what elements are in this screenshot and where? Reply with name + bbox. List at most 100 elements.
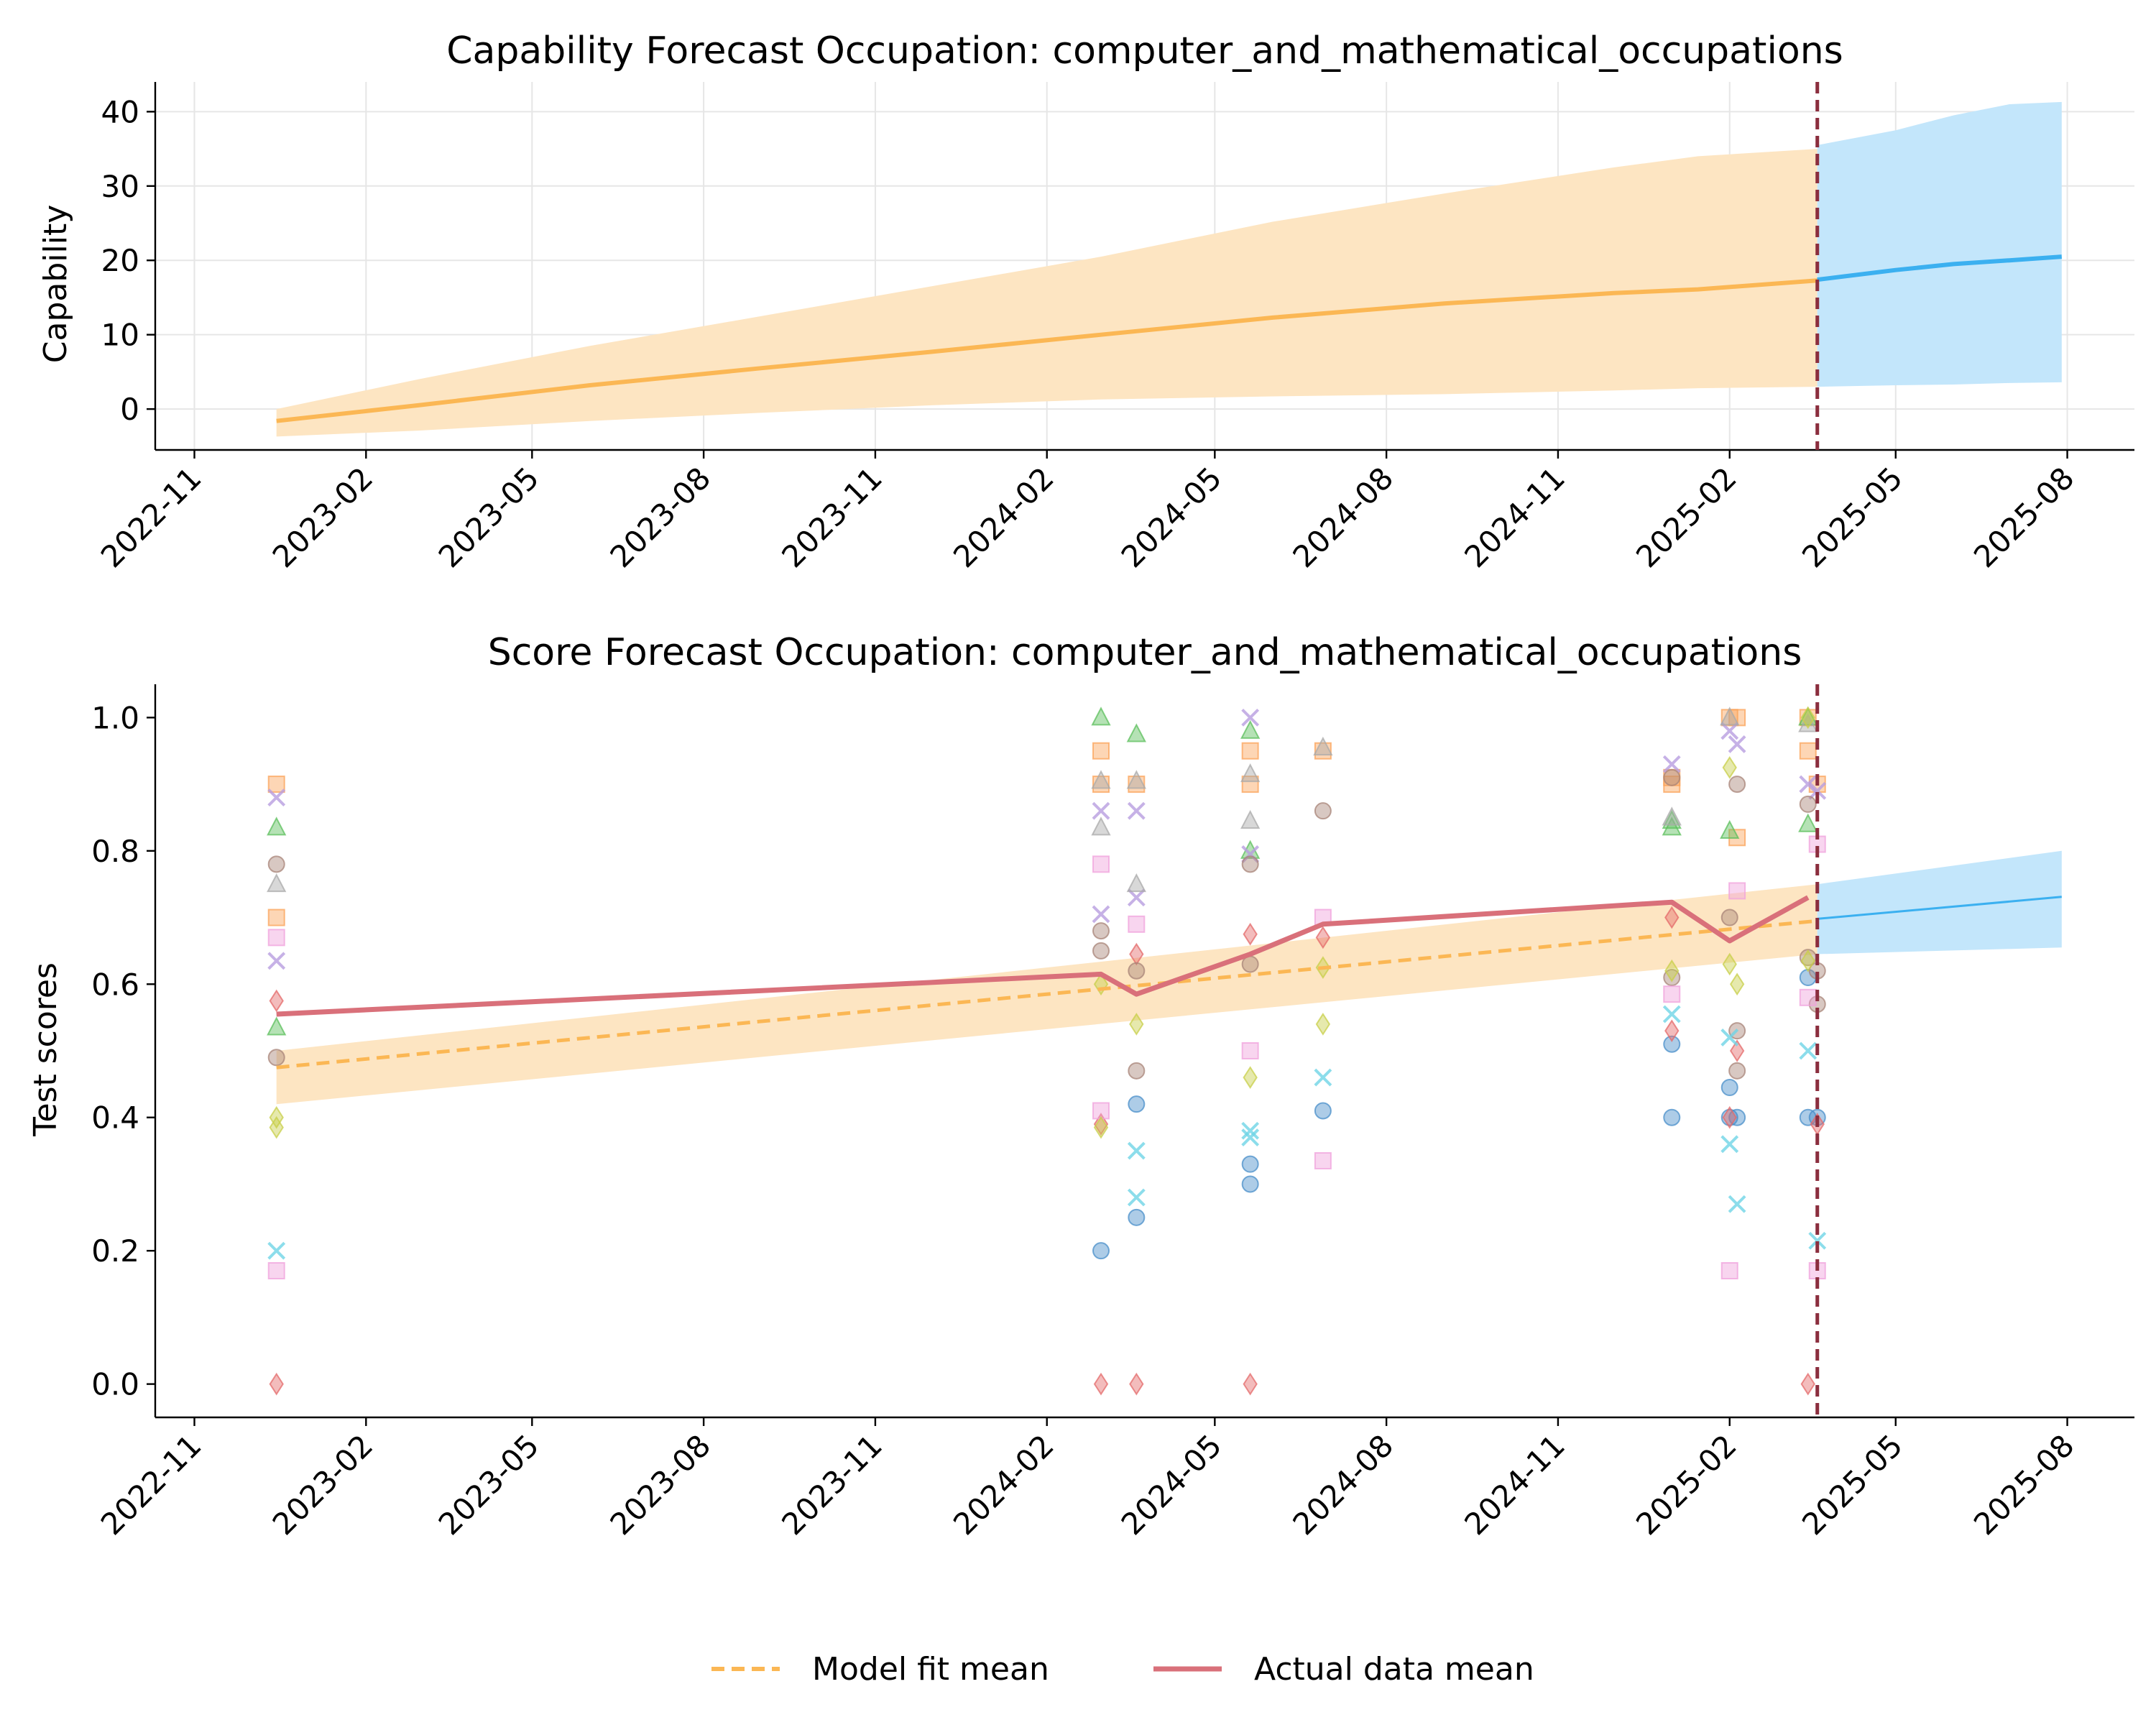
y-tick-label: 1.0 bbox=[91, 700, 139, 735]
legend: Model fit mean Actual data mean bbox=[711, 1651, 1534, 1688]
y-tick-label: 30 bbox=[101, 169, 139, 204]
score-point bbox=[1092, 922, 1110, 940]
x-tick-label: 2025-02 bbox=[1629, 1427, 1743, 1542]
legend-actual-label: Actual data mean bbox=[1254, 1651, 1534, 1688]
score-axes bbox=[154, 684, 2134, 1419]
score-point bbox=[1799, 1041, 1818, 1060]
x-tick-label: 2024-05 bbox=[1115, 460, 1229, 574]
capability-chart-title: Capability Forecast Occupation: computer… bbox=[446, 29, 1843, 73]
score-point bbox=[267, 908, 285, 926]
score-point bbox=[1722, 952, 1737, 976]
score-point bbox=[1243, 1372, 1258, 1396]
score-point bbox=[1664, 959, 1680, 983]
y-tick-label: 20 bbox=[101, 243, 139, 278]
score-point bbox=[1799, 775, 1818, 794]
score-point bbox=[1127, 888, 1146, 907]
score-point bbox=[1129, 1013, 1144, 1036]
x-tick-label: 2023-02 bbox=[266, 460, 380, 574]
fit-confidence-band bbox=[276, 149, 1818, 437]
score-lines bbox=[276, 895, 2062, 1070]
forecast-confidence-band bbox=[1817, 850, 2062, 954]
score-point bbox=[267, 788, 286, 807]
score-point bbox=[1728, 1195, 1746, 1213]
score-point bbox=[1800, 1372, 1815, 1396]
score-point bbox=[267, 929, 285, 947]
score-point bbox=[1126, 723, 1146, 742]
score-point bbox=[1241, 1121, 1260, 1140]
score-point bbox=[1662, 1005, 1681, 1024]
x-tick-label: 2022-11 bbox=[94, 460, 208, 574]
capability-lines bbox=[276, 254, 2063, 423]
score-point bbox=[1243, 1066, 1258, 1089]
score-point bbox=[1240, 763, 1261, 783]
forecast-mean-line bbox=[1817, 896, 2062, 920]
score-point bbox=[1128, 915, 1146, 933]
score-point bbox=[1729, 972, 1745, 996]
score-point bbox=[1093, 1116, 1109, 1139]
score-point bbox=[1720, 1079, 1738, 1096]
score-point bbox=[1720, 1135, 1739, 1154]
score-point bbox=[1314, 1102, 1332, 1120]
score-point bbox=[1664, 906, 1680, 929]
capability-x-ticks: 2022-11 2023-02 2023-05 2023-08 2023-11 2024-… bbox=[94, 450, 2081, 574]
score-point bbox=[1091, 770, 1111, 789]
x-tick-label: 2024-02 bbox=[946, 460, 1061, 574]
score-point bbox=[269, 1372, 284, 1396]
score-point bbox=[1799, 988, 1817, 1006]
score-point bbox=[1662, 816, 1682, 836]
score-point bbox=[1126, 770, 1146, 789]
score-point bbox=[1315, 1013, 1331, 1036]
score-point bbox=[1728, 882, 1746, 900]
score-point bbox=[1808, 781, 1827, 800]
score-point bbox=[1808, 1231, 1827, 1250]
score-point bbox=[1241, 742, 1259, 760]
y-tick-label: 0 bbox=[120, 392, 139, 427]
y-tick-label: 10 bbox=[101, 318, 139, 353]
score-point bbox=[1720, 707, 1740, 726]
score-point bbox=[267, 1049, 285, 1067]
score-point bbox=[1664, 1019, 1680, 1043]
score-point bbox=[1315, 926, 1331, 949]
y-tick-label: 0.4 bbox=[91, 1100, 139, 1136]
score-point bbox=[1722, 756, 1737, 779]
score-point bbox=[1722, 1105, 1737, 1129]
score-point bbox=[1092, 1242, 1110, 1260]
score-point bbox=[1800, 949, 1815, 972]
capability-y-label: Capability bbox=[37, 205, 74, 363]
score-y-ticks: 0.0 0.2 0.4 0.6 0.8 1.0 bbox=[91, 700, 155, 1402]
score-point bbox=[267, 1262, 285, 1279]
score-point bbox=[1128, 1095, 1146, 1113]
x-tick-label: 2025-02 bbox=[1629, 460, 1743, 574]
score-point bbox=[1241, 776, 1259, 794]
score-point bbox=[1240, 719, 1261, 739]
score-point bbox=[1127, 801, 1146, 820]
x-tick-label: 2024-08 bbox=[1286, 1427, 1400, 1542]
score-point bbox=[1314, 1068, 1332, 1087]
x-tick-label: 2023-05 bbox=[432, 460, 546, 574]
score-point bbox=[1092, 801, 1110, 820]
y-tick-label: 40 bbox=[101, 94, 139, 129]
score-point bbox=[1800, 706, 1815, 730]
score-point bbox=[1128, 1208, 1146, 1226]
capability-axes bbox=[154, 82, 2134, 451]
score-point bbox=[267, 776, 285, 794]
score-point bbox=[1128, 1062, 1146, 1080]
y-tick-label: 0.8 bbox=[91, 834, 139, 869]
score-point bbox=[1241, 1175, 1259, 1193]
score-point bbox=[1243, 922, 1258, 946]
score-point bbox=[1093, 1372, 1109, 1396]
x-tick-label: 2025-08 bbox=[1967, 1427, 2081, 1542]
score-points bbox=[267, 706, 1827, 1396]
score-point bbox=[1663, 1108, 1681, 1126]
score-point bbox=[1129, 942, 1144, 966]
y-tick-label: 0.0 bbox=[91, 1367, 139, 1402]
score-point bbox=[1720, 1029, 1739, 1046]
y-tick-label: 0.2 bbox=[91, 1233, 139, 1269]
score-point bbox=[1720, 1262, 1738, 1279]
score-point bbox=[267, 1016, 287, 1036]
score-point bbox=[1663, 768, 1681, 786]
x-tick-label: 2022-11 bbox=[94, 1427, 208, 1542]
forecast-mean-line bbox=[1817, 254, 2063, 282]
score-point bbox=[1798, 713, 1818, 732]
score-point bbox=[1092, 905, 1110, 924]
